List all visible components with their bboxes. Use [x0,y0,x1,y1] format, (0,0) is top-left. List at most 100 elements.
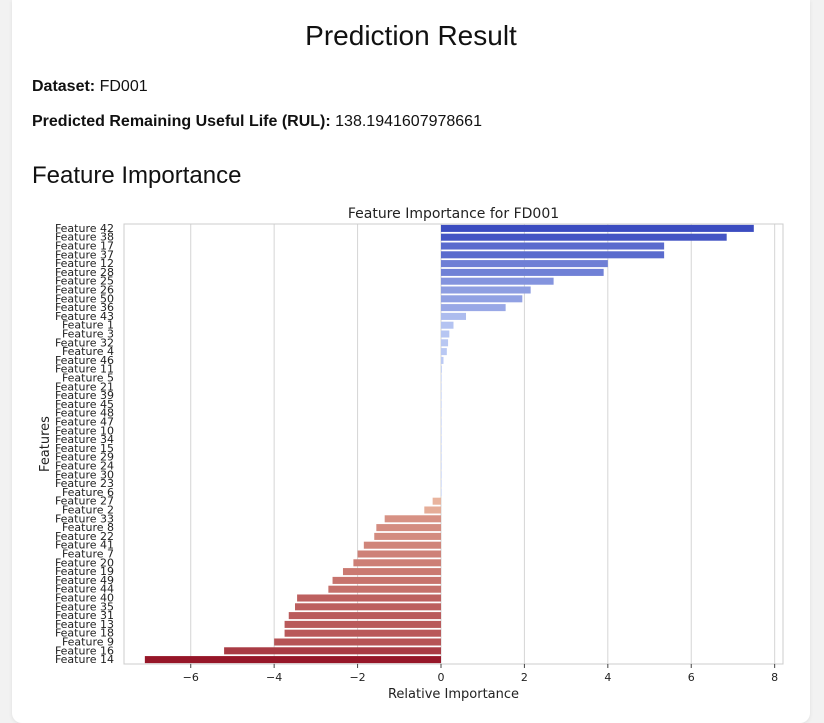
y-tick-label: Feature 17 [55,240,114,253]
plot-frame [123,223,784,665]
section-title: Feature Importance [32,162,242,189]
page-title: Prediction Result [305,20,517,51]
y-tick-label: Feature 38 [55,231,114,244]
y-tick-label: Feature 43 [55,310,114,323]
bar [376,524,441,532]
y-tick-label: Feature 49 [55,574,114,587]
y-tick-label: Feature 41 [55,539,114,552]
y-tick-label: Feature 9 [62,636,114,649]
x-tick-label: 6 [688,671,695,684]
y-tick-label: Feature 33 [55,512,114,525]
bar [440,436,442,444]
bar [440,365,442,373]
bar [342,568,441,576]
bar [332,576,441,584]
x-axis-label: Relative Importance [388,687,519,702]
y-tick-label: Feature 34 [55,433,114,446]
bar [440,330,450,338]
x-tick-label: 2 [521,671,528,684]
y-tick-label: Feature 39 [55,389,114,402]
y-tick-label: Feature 3 [62,328,114,341]
bar [353,559,441,567]
y-tick-label: Feature 35 [55,600,114,613]
bar [440,295,523,303]
y-tick-label: Feature 22 [55,530,114,543]
bar [440,392,442,400]
y-tick-label: Feature 30 [55,468,114,481]
y-tick-label: Feature 12 [55,257,114,270]
bar [297,594,441,602]
y-tick-label: Feature 31 [55,609,114,622]
bar [440,409,442,417]
y-tick-label: Feature 42 [55,222,114,235]
y-tick-label: Feature 47 [55,416,114,429]
rul-line: Predicted Remaining Useful Life (RUL): 1… [32,113,482,131]
bar [357,550,441,558]
bar [440,488,442,496]
y-tick-label: Feature 26 [55,284,114,297]
x-tick-label: −4 [266,671,282,684]
bar [384,515,441,523]
bar [274,638,441,646]
y-tick-label: Feature 6 [62,486,114,499]
bar [440,224,754,232]
bar [374,532,441,540]
chart-title: Feature Importance for FD001 [348,206,559,222]
y-tick-label: Feature 5 [62,372,114,385]
y-tick-label: Feature 21 [55,380,114,393]
y-tick-label: Feature 27 [55,495,114,508]
bar [224,647,441,655]
bar [440,339,449,347]
bar [440,268,604,276]
rul-value: 138.1941607978661 [335,113,482,130]
bar [284,620,441,628]
y-tick-label: Feature 37 [55,248,114,261]
y-tick-label: Feature 28 [55,266,114,279]
y-tick-label: Feature 46 [55,354,114,367]
y-tick-label: Feature 18 [55,627,114,640]
bar [363,541,441,549]
bar [424,506,441,514]
bar [440,277,554,285]
bar [440,321,454,329]
dataset-value: FD001 [99,78,148,95]
y-tick-label: Feature 25 [55,275,114,288]
y-tick-label: Feature 32 [55,336,114,349]
x-tick-label: 0 [437,671,444,684]
bar [440,462,442,470]
y-tick-label: Feature 24 [55,460,114,473]
dataset-line: Dataset: FD001 [32,78,148,96]
dataset-label: Dataset: [32,78,96,95]
y-tick-label: Feature 8 [62,521,114,534]
y-tick-label: Feature 23 [55,477,114,490]
rul-label: Predicted Remaining Useful Life (RUL): [32,113,331,130]
bar [288,612,441,620]
y-tick-label: Feature 14 [55,653,114,666]
y-tick-label: Feature 7 [62,548,114,561]
bar [144,656,441,664]
y-tick-label: Feature 4 [62,345,114,358]
y-tick-label: Feature 40 [55,592,114,605]
result-card: Prediction Result Dataset: FD001 Predict… [12,0,810,723]
bar [440,383,442,391]
bar [440,453,442,461]
bar [432,497,441,505]
y-tick-label: Feature 2 [62,504,114,517]
bar [440,471,442,479]
bar [284,629,441,637]
bar [440,418,442,426]
y-tick-label: Feature 11 [55,363,114,376]
y-tick-label: Feature 44 [55,583,114,596]
y-tick-label: Feature 20 [55,556,114,569]
x-tick-label: 8 [771,671,778,684]
y-tick-label: Feature 36 [55,301,114,314]
y-tick-label: Feature 16 [55,644,114,657]
bar [440,260,608,268]
y-tick-label: Feature 1 [62,319,114,332]
bar [440,312,467,320]
y-axis-label: Features [38,416,53,472]
x-tick-label: −6 [183,671,199,684]
bar [295,603,441,611]
y-tick-label: Feature 48 [55,407,114,420]
